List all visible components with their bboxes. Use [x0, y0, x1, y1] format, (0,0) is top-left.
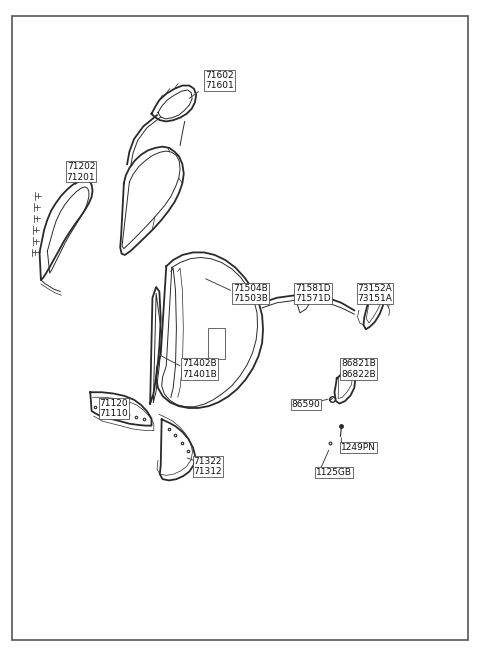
Text: 71120
71110: 71120 71110: [99, 399, 128, 419]
Text: 71322
71312: 71322 71312: [193, 457, 222, 476]
Text: 86590: 86590: [292, 400, 320, 409]
Text: 1249PN: 1249PN: [341, 443, 376, 452]
Text: 71504B
71503B: 71504B 71503B: [233, 283, 268, 303]
Text: 71602
71601: 71602 71601: [205, 71, 234, 90]
Text: 1125GB: 1125GB: [316, 468, 352, 478]
Text: 73152A
73151A: 73152A 73151A: [358, 283, 392, 303]
Text: 86821B
86822B: 86821B 86822B: [341, 359, 376, 379]
Text: 71581D
71571D: 71581D 71571D: [295, 283, 331, 303]
Text: 71202
71201: 71202 71201: [67, 162, 96, 182]
Text: 71402B
71401B: 71402B 71401B: [182, 359, 217, 379]
